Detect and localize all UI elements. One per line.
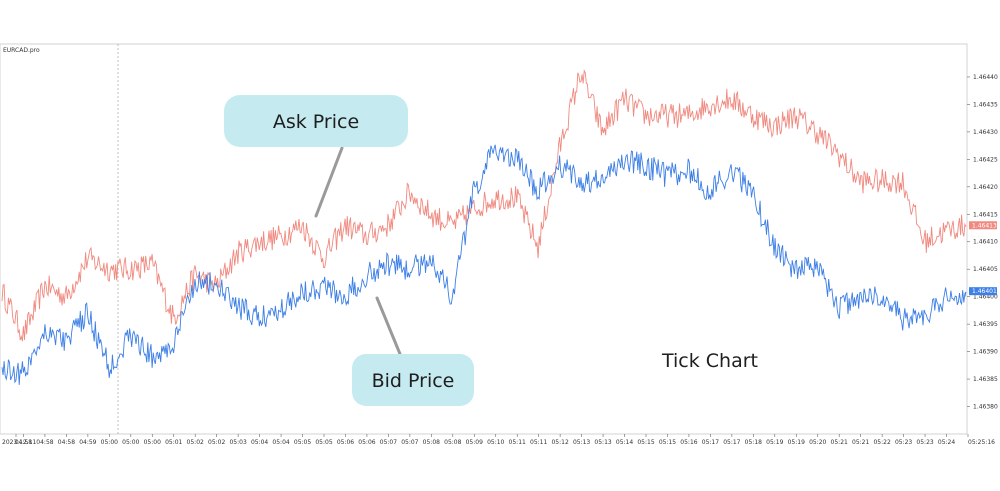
x-tick-label: 05:13 [594,439,611,446]
y-tick-label: 1.46410 [973,239,998,246]
x-tick-label: 05:03 [229,439,246,446]
x-tick-label: 05:10 [487,439,504,446]
x-tick-label: 2023.12.11 [2,439,37,446]
x-tick-label: 05:23 [895,439,912,446]
price-tags: 1.46413 1.46401 [969,221,997,296]
x-tick-label: 05:00 [122,439,139,446]
symbol-label: EURCAD.pro [3,47,40,54]
x-tick-label: 05:19 [788,439,805,446]
x-tick-label: 05:16 [680,439,697,446]
x-tick-label: 05:11 [530,439,547,446]
x-tick-label: 05:17 [723,439,740,446]
x-tick-label: 04:58 [15,439,32,446]
x-tick-label: 05:05 [315,439,332,446]
x-tick-label: 05:25:16 [968,439,995,446]
chart-type-label: Tick Chart [661,350,758,372]
x-tick-label: 05:11 [509,439,526,446]
bid-callout-pointer [375,296,402,356]
x-tick-label: 05:02 [187,439,204,446]
x-tick-label: 05:21 [831,439,848,446]
x-tick-label: 05:02 [208,439,225,446]
y-tick-label: 1.46390 [973,349,998,356]
y-tick-label: 1.46380 [973,404,998,411]
bid-price-tag: 1.46401 [969,287,997,296]
y-tick-label: 1.46395 [973,321,998,328]
ask-callout-pointer [314,146,344,218]
x-tick-label: 05:05 [294,439,311,446]
y-tick-label: 1.46435 [973,101,998,108]
bid-price-tag-label: 1.46401 [972,288,997,295]
x-tick-label: 05:12 [551,439,568,446]
ask-price-tag-bg [969,221,997,230]
x-tick-label: 05:14 [616,439,633,446]
y-tick-label: 1.46440 [973,74,998,81]
x-tick-label: 05:06 [337,439,354,446]
ask-price-tag-label: 1.46413 [972,222,997,229]
x-tick-label: 05:20 [809,439,826,446]
x-tick-label: 04:59 [79,439,96,446]
x-tick-label: 05:06 [358,439,375,446]
x-tick-label: 05:21 [852,439,869,446]
x-tick-label: 05:08 [444,439,461,446]
bid-callout [352,354,474,406]
x-tick-label: 05:24 [938,439,955,446]
bid-price-tag-bg [969,287,997,296]
x-tick-label: 05:19 [766,439,783,446]
x-tick-label: 05:13 [573,439,590,446]
ask-callout-label: Ask Price [273,111,359,133]
x-tick-label: 05:15 [637,439,654,446]
series-bid-line [1,144,967,385]
x-tick-label: 05:07 [380,439,397,446]
y-tick-label: 1.46400 [973,294,998,301]
x-tick-label: 05:15 [659,439,676,446]
x-tick-label: 05:07 [401,439,418,446]
y-tick-label: 1.46430 [973,129,998,136]
y-tick-label: 1.46405 [973,266,998,273]
x-tick-label: 05:17 [702,439,719,446]
x-tick-label: 04:58 [58,439,75,446]
x-tick-label: 05:18 [745,439,762,446]
x-tick-label: 05:04 [272,439,289,446]
x-tick-label: 05:04 [251,439,268,446]
plot-frame [0,43,968,435]
x-tick-label: 05:09 [466,439,483,446]
y-tick-label: 1.46420 [973,184,998,191]
x-tick-label: 05:00 [101,439,118,446]
bid-callout-label: Bid Price [372,370,455,392]
y-tick-label: 1.46415 [973,211,998,218]
y-tick-label: 1.46385 [973,376,998,383]
x-tick-label: 05:23 [916,439,933,446]
x-tick-label: 05:00 [144,439,161,446]
x-tick-label: 05:01 [165,439,182,446]
x-tick-label: 04:58 [36,439,53,446]
y-axis: 1.46440 1.46435 1.46430 1.46425 1.46420 1.464… [967,74,998,411]
x-tick-label: 05:08 [423,439,440,446]
ask-callout [224,95,408,147]
series-ask-line [1,69,967,342]
x-tick-label: 05:22 [873,439,890,446]
y-tick-label: 1.46425 [973,156,998,163]
ask-price-tag: 1.46413 [969,221,997,230]
